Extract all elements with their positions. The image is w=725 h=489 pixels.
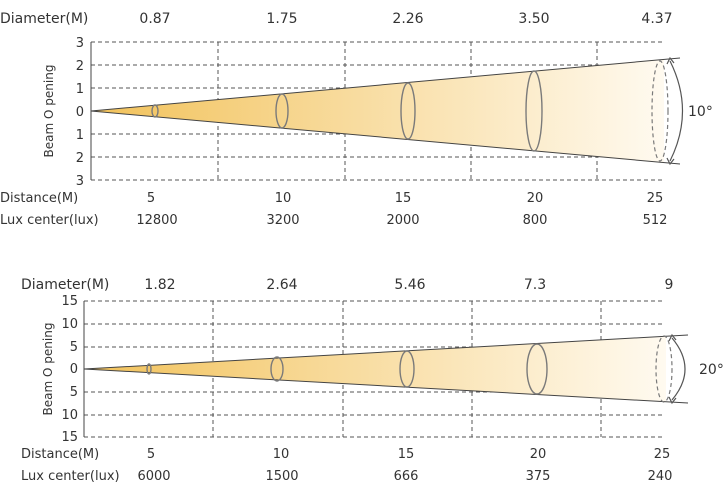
diameter-value: 3.50 [518, 11, 549, 27]
y-tick-label: 1 [76, 82, 84, 97]
diameter-value: 4.37 [641, 11, 672, 27]
beam-cross-section [400, 82, 416, 140]
distance-value: 20 [527, 191, 544, 206]
y-tick-label: 2 [76, 151, 84, 166]
beam-cross-section [146, 363, 152, 375]
lux-label: Lux center(lux) [0, 213, 99, 228]
y-tick-label: 5 [70, 340, 78, 355]
lux-value: 6000 [137, 469, 170, 484]
y-tick-label: 0 [76, 105, 84, 120]
beam-cross-section [526, 343, 548, 395]
distance-value: 15 [398, 447, 415, 462]
diameter-value: 1.75 [266, 11, 297, 27]
arrow-head [668, 396, 677, 405]
diameter-label: Diameter(M) [21, 277, 109, 293]
beam-angle-label: 20° [699, 362, 724, 378]
beam-cross-section [399, 350, 415, 388]
y-tick-label: 10 [61, 408, 78, 423]
distance-value: 25 [654, 447, 671, 462]
diameter-label: Diameter(M) [0, 11, 88, 27]
lux-value: 12800 [136, 213, 177, 228]
diameter-value: 7.3 [524, 277, 546, 293]
y-tick-label: 5 [70, 385, 78, 400]
lux-value: 2000 [386, 213, 419, 228]
diagram-10-degree: Diameter(M) 0.87 1.75 2.26 3.50 4.37 [0, 11, 713, 228]
distance-value: 25 [647, 191, 664, 206]
lux-value: 3200 [266, 213, 299, 228]
diameter-value: 5.46 [394, 277, 425, 293]
y-axis-label: Beam O pening [41, 323, 55, 416]
y-tick-label: 3 [76, 174, 84, 189]
distance-value: 5 [147, 447, 155, 462]
beam-cross-section [655, 335, 673, 403]
light-beam [91, 59, 664, 163]
lux-label: Lux center(lux) [21, 469, 120, 484]
beam-cross-section [275, 93, 289, 129]
distance-value: 20 [530, 447, 547, 462]
lux-value: 375 [526, 469, 551, 484]
beam-cross-section [525, 70, 543, 152]
diameter-value: 1.82 [144, 277, 175, 293]
beam-edge [83, 334, 689, 370]
diameter-value: 9 [665, 277, 674, 293]
beam-cross-section [270, 356, 284, 382]
angle-arc [671, 337, 686, 401]
arrow-head [666, 56, 675, 65]
y-axis-label: Beam O pening [42, 65, 56, 158]
y-tick-label: 2 [76, 59, 84, 74]
arrow-head [666, 157, 675, 166]
y-tick-label: 3 [76, 36, 84, 51]
angle-arc [669, 60, 683, 162]
distance-value: 5 [147, 191, 155, 206]
lux-value: 240 [648, 469, 673, 484]
y-tick-label: 15 [61, 294, 78, 309]
beam-angle-label: 10° [688, 104, 713, 120]
beam-edge [90, 110, 681, 165]
y-tick-label: 10 [61, 317, 78, 332]
distance-value: 10 [275, 191, 292, 206]
beam-edge [90, 57, 681, 112]
diameter-value: 0.87 [139, 11, 170, 27]
distance-label: Distance(M) [0, 191, 78, 206]
lux-value: 512 [643, 213, 668, 228]
y-tick-label: 1 [76, 128, 84, 143]
lux-value: 1500 [265, 469, 298, 484]
distance-value: 10 [273, 447, 290, 462]
diameter-value: 2.26 [392, 11, 423, 27]
beam-cross-section [651, 60, 669, 162]
y-tick-label: 15 [61, 430, 78, 445]
arrow-head [668, 333, 677, 342]
diagram-20-degree: Diameter(M) 1.82 2.64 5.46 7.3 9 [21, 277, 724, 484]
beam-edge [83, 368, 689, 404]
diameter-value: 2.64 [266, 277, 297, 293]
y-tick-label: 0 [70, 362, 78, 377]
lux-value: 800 [523, 213, 548, 228]
distance-value: 15 [395, 191, 412, 206]
lux-value: 666 [394, 469, 419, 484]
light-beam [84, 336, 666, 402]
distance-label: Distance(M) [21, 447, 99, 462]
beam-cross-section [151, 104, 159, 118]
